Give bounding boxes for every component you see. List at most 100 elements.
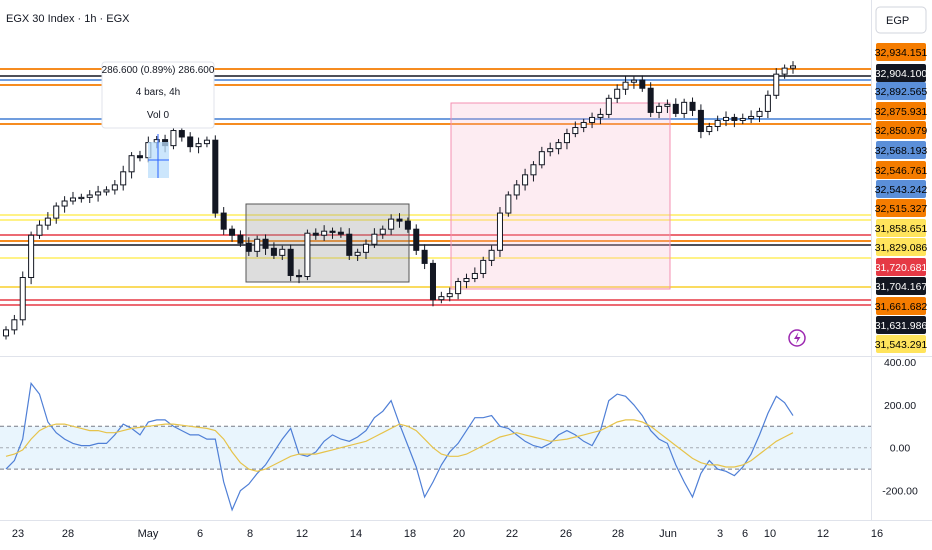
candle[interactable] bbox=[321, 225, 328, 241]
candle[interactable] bbox=[622, 76, 629, 95]
price-label[interactable]: 31,858.651 bbox=[875, 219, 928, 237]
candle[interactable] bbox=[789, 61, 797, 74]
candle[interactable] bbox=[739, 113, 746, 125]
candle[interactable] bbox=[505, 191, 512, 217]
candle[interactable] bbox=[463, 273, 470, 289]
candle[interactable] bbox=[555, 138, 562, 155]
oscillator-scale[interactable]: 400.00 200.00 0.00 -200.00 bbox=[882, 357, 918, 498]
price-label[interactable]: 32,515.327 bbox=[875, 199, 928, 217]
candle[interactable] bbox=[647, 82, 654, 118]
oscillator-pane[interactable] bbox=[0, 381, 871, 512]
candle[interactable] bbox=[630, 76, 637, 89]
candle[interactable] bbox=[337, 227, 344, 238]
candle[interactable] bbox=[496, 207, 503, 257]
candle[interactable] bbox=[388, 214, 395, 235]
price-label[interactable]: 31,631.986 bbox=[875, 316, 928, 334]
candle[interactable] bbox=[120, 165, 127, 191]
candle[interactable] bbox=[212, 135, 219, 218]
price-label[interactable]: 31,720.681 bbox=[875, 258, 928, 276]
candle[interactable] bbox=[69, 191, 76, 205]
candle[interactable] bbox=[78, 193, 85, 203]
candle[interactable] bbox=[28, 231, 35, 285]
candle[interactable] bbox=[371, 228, 378, 248]
candle[interactable] bbox=[563, 128, 570, 150]
candle[interactable] bbox=[187, 132, 194, 153]
candle[interactable] bbox=[681, 98, 688, 119]
candle[interactable] bbox=[455, 277, 462, 300]
candle[interactable] bbox=[756, 107, 763, 123]
candle[interactable] bbox=[773, 68, 780, 99]
candle[interactable] bbox=[346, 228, 353, 260]
candle[interactable] bbox=[128, 152, 135, 179]
candle[interactable] bbox=[580, 118, 587, 133]
price-label[interactable]: 32,892.565 bbox=[875, 82, 928, 100]
candle[interactable] bbox=[287, 244, 294, 282]
candle[interactable] bbox=[254, 235, 261, 257]
candle[interactable] bbox=[748, 110, 755, 124]
candle[interactable] bbox=[111, 180, 118, 195]
candle[interactable] bbox=[220, 207, 227, 235]
candle[interactable] bbox=[723, 111, 730, 127]
price-label[interactable]: 31,829.086 bbox=[875, 238, 928, 256]
candle[interactable] bbox=[312, 228, 319, 240]
candle[interactable] bbox=[354, 248, 361, 261]
candle[interactable] bbox=[103, 186, 110, 196]
candle[interactable] bbox=[270, 242, 277, 259]
time-axis[interactable]: 23 28 May 6 8 12 14 18 20 22 26 28 Jun 3 6 10 12 16 bbox=[12, 528, 883, 540]
price-label[interactable]: 32,568.193 bbox=[875, 141, 928, 159]
candle[interactable] bbox=[136, 150, 143, 162]
candle[interactable] bbox=[513, 180, 520, 200]
candle[interactable] bbox=[589, 112, 596, 129]
measure-box[interactable] bbox=[450, 102, 671, 290]
candle[interactable] bbox=[547, 142, 554, 157]
price-label[interactable]: 31,543.291 bbox=[875, 335, 928, 353]
candle[interactable] bbox=[471, 267, 478, 283]
candle[interactable] bbox=[639, 75, 646, 92]
candle[interactable] bbox=[413, 224, 420, 255]
consolidation-box[interactable] bbox=[245, 203, 410, 283]
candle[interactable] bbox=[714, 115, 721, 132]
candle[interactable] bbox=[86, 190, 93, 204]
candlestick-series[interactable] bbox=[2, 61, 797, 340]
candle[interactable] bbox=[764, 90, 771, 119]
candle[interactable] bbox=[11, 314, 18, 335]
price-label[interactable]: 32,934.151 bbox=[875, 43, 928, 61]
candle[interactable] bbox=[304, 229, 311, 281]
candle[interactable] bbox=[2, 326, 10, 340]
candle[interactable] bbox=[605, 94, 612, 119]
candle[interactable] bbox=[530, 161, 537, 182]
candle[interactable] bbox=[572, 121, 579, 138]
currency-button[interactable] bbox=[875, 6, 927, 34]
price-label[interactable]: 31,661.682 bbox=[875, 297, 928, 315]
candle[interactable] bbox=[731, 113, 738, 128]
candle[interactable] bbox=[245, 237, 252, 256]
candle[interactable] bbox=[614, 84, 621, 103]
candle[interactable] bbox=[538, 146, 545, 169]
price-label[interactable]: 32,850.979 bbox=[875, 121, 928, 139]
candle[interactable] bbox=[262, 234, 269, 255]
candle[interactable] bbox=[329, 227, 336, 239]
candle[interactable] bbox=[95, 185, 102, 202]
candle[interactable] bbox=[446, 287, 453, 302]
candle[interactable] bbox=[178, 126, 185, 142]
candle[interactable] bbox=[44, 212, 51, 230]
candle[interactable] bbox=[396, 213, 403, 228]
candle[interactable] bbox=[362, 239, 370, 259]
oscillator-signal-line[interactable] bbox=[5, 419, 794, 472]
candle[interactable] bbox=[672, 98, 679, 118]
lightning-bolt-icon[interactable] bbox=[788, 329, 806, 347]
candle[interactable] bbox=[203, 136, 210, 148]
candle[interactable] bbox=[664, 99, 671, 114]
candle[interactable] bbox=[19, 271, 26, 326]
candle[interactable] bbox=[229, 225, 236, 242]
candle[interactable] bbox=[656, 102, 663, 119]
candle[interactable] bbox=[61, 196, 68, 213]
candle[interactable] bbox=[53, 202, 60, 224]
candle[interactable] bbox=[597, 108, 604, 125]
candle[interactable] bbox=[689, 97, 696, 117]
price-label[interactable]: 32,904.100 bbox=[875, 64, 928, 82]
symbol-title[interactable]: EGX 30 Index · 1h · EGX bbox=[6, 13, 130, 25]
candle[interactable] bbox=[421, 244, 428, 270]
price-label[interactable]: 32,546.761 bbox=[875, 161, 928, 179]
